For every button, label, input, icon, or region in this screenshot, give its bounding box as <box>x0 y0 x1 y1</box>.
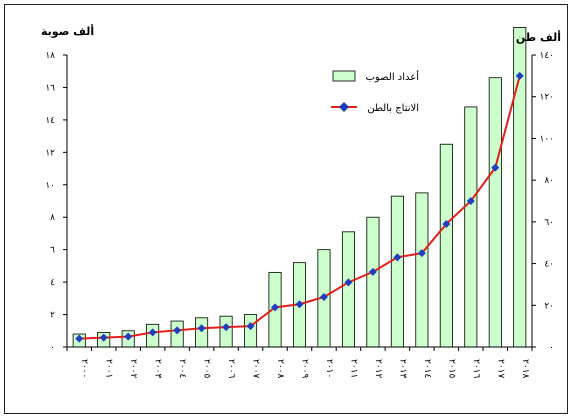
line-point <box>442 219 451 228</box>
bar <box>195 317 209 348</box>
right-tick-label: ٨٠ <box>544 176 554 186</box>
legend-line-label: الانتاج بالطن <box>367 103 419 114</box>
line-point <box>271 303 280 312</box>
left-axis-title: ألف صوبة <box>41 24 94 38</box>
left-tick-label: ٨ <box>50 213 55 223</box>
bar <box>366 216 380 348</box>
left-tick-label: ٦ <box>50 246 55 256</box>
right-tick-label: ٦٠ <box>544 218 554 228</box>
chart-frame: ٠ ٢ ٤ ٦ ٨ ١٠ ١٢ ١٤ ١٦ ١٨ ٠ ٢٠ ٤٠ ٦٠ ٨٠ ١٠٠ ١٢٠ ١٤٠ ٢٠٠٠ ٢… <box>4 4 568 414</box>
bar <box>244 314 258 348</box>
x-tick-label: ٢٠٠١ <box>104 359 114 378</box>
bar <box>341 231 355 348</box>
x-axis: ٢٠٠٠ ٢٠٠١ ٢٠٠٢ ٢٠٠٣ ٢٠٠٤ ٢٠٠٥ ٢٠٠٦ ٢٠٠٧ ٢٠٠٨ ٢٠٠٩… <box>66 346 533 379</box>
left-tick-label: ١٤ <box>45 116 55 126</box>
right-tick-label: ٠ <box>549 343 554 353</box>
x-tick-label: ٢٠١٣ <box>397 359 407 379</box>
legend-line-marker <box>339 102 349 112</box>
line-point <box>99 333 108 342</box>
x-tick-label: ٢٠١٤ <box>422 359 432 379</box>
line-point <box>75 334 84 343</box>
x-tick-label: ٢٠١١ <box>348 359 358 378</box>
line-point <box>344 278 353 287</box>
line-point <box>491 163 500 172</box>
x-tick-label: ٢٠١٨ <box>520 359 530 379</box>
left-tick-label: ٤ <box>50 278 55 288</box>
bar <box>488 77 502 348</box>
legend-bar-label: أعداد الصوب <box>366 70 420 83</box>
x-tick-label: ٢٠٠٥ <box>202 359 212 379</box>
x-tick-label: ٢٠٠٤ <box>177 359 187 379</box>
x-tick-label: ٢٠١٠ <box>324 359 334 378</box>
line-series <box>75 71 524 343</box>
line-point <box>393 253 402 262</box>
line-point <box>295 300 304 309</box>
right-tick-label: ١٢٠ <box>539 93 554 103</box>
right-axis-title: ألف طن <box>516 30 561 44</box>
left-tick-label: ١٦ <box>45 83 55 93</box>
left-axis: ٠ ٢ ٤ ٦ ٨ ١٠ ١٢ ١٤ ١٦ ١٨ <box>45 51 68 353</box>
right-axis: ٠ ٢٠ ٤٠ ٦٠ ٨٠ ١٠٠ ١٢٠ ١٤٠ <box>531 51 554 353</box>
line-point <box>466 197 475 205</box>
x-tick-label: ٢٠٠٧ <box>251 359 261 379</box>
bar-series <box>72 27 527 348</box>
right-tick-label: ٤٠ <box>544 260 554 270</box>
x-tick-label: ٢٠٠٩ <box>300 359 310 379</box>
line-point <box>148 328 157 337</box>
x-tick-label: ٢٠٠٦ <box>226 359 236 379</box>
left-tick-label: ١٢ <box>45 148 55 158</box>
right-tick-label: ١٤٠ <box>539 51 554 61</box>
x-tick-label: ٢٠٠٢ <box>128 359 138 379</box>
left-tick-label: ١٨ <box>45 51 55 61</box>
line-point <box>515 71 524 80</box>
line-point <box>417 249 426 258</box>
bar <box>219 315 233 348</box>
legend: أعداد الصوب الانتاج بالطن <box>331 70 419 114</box>
right-tick-label: ٢٠ <box>544 301 554 311</box>
left-tick-label: ١٠ <box>45 181 55 191</box>
x-tick-label: ٢٠٠٣ <box>153 359 163 379</box>
line-point <box>173 326 182 335</box>
x-tick-label: ٢٠٠٨ <box>275 359 285 379</box>
line-point <box>222 323 231 332</box>
line-point <box>246 322 255 331</box>
left-tick-label: ٢ <box>50 311 55 321</box>
line-point <box>124 332 133 341</box>
x-tick-label: ٢٠١٢ <box>373 359 383 379</box>
line-point <box>368 267 377 276</box>
x-tick-label: ٢٠١٧ <box>495 359 505 379</box>
bar <box>439 143 453 348</box>
x-tick-label: ٢٠٠٠ <box>79 359 89 378</box>
bar <box>415 192 429 348</box>
bar <box>390 195 404 348</box>
right-tick-label: ١٠٠ <box>539 134 554 144</box>
left-tick-label: ٠ <box>50 343 55 353</box>
legend-bar-swatch <box>332 70 356 82</box>
bar <box>464 106 478 348</box>
line-point <box>319 292 328 301</box>
line-point <box>197 324 206 333</box>
x-tick-label: ٢٠١٦ <box>471 359 481 379</box>
x-tick-label: ٢٠١٥ <box>446 359 456 379</box>
